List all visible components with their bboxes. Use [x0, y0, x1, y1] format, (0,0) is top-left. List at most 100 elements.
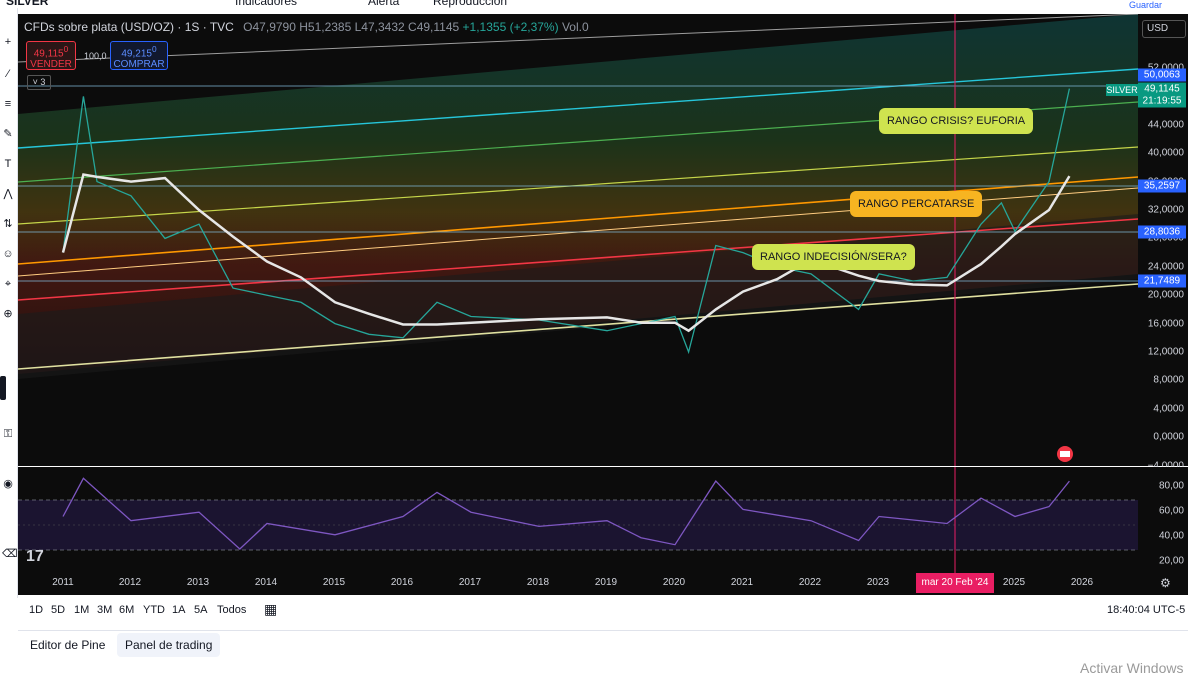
alert-button[interactable]: Alerta — [368, 0, 400, 8]
year-tick: 2016 — [390, 577, 414, 588]
price-label-countdown: 21:19:55 — [1138, 94, 1186, 108]
text-icon[interactable]: T — [4, 158, 12, 170]
range-ytd[interactable]: YTD — [143, 604, 165, 616]
rsi-scale[interactable]: 80,00 60,00 40,00 20,00 — [1138, 467, 1188, 573]
price-tick: 16,0000 — [1147, 318, 1184, 330]
spread-value: 100,0 — [84, 51, 107, 61]
year-tick: 2011 — [52, 577, 74, 588]
year-tick: 2020 — [662, 577, 686, 588]
price-label-35: 35,2597 — [1138, 179, 1186, 193]
price-tick: 20,0000 — [1147, 289, 1184, 301]
year-tick: 2025 — [1002, 577, 1026, 588]
currency-value: USD — [1147, 23, 1169, 34]
lock-icon[interactable]: ⚿ — [3, 428, 13, 440]
price-label-last: 49,1145 — [1138, 82, 1186, 96]
price-chart-svg — [18, 14, 1138, 466]
fib-icon[interactable]: ≡ — [4, 98, 12, 110]
price-tick: 12,0000 — [1147, 346, 1184, 358]
price-tick: 24,0000 — [1147, 261, 1184, 273]
drawing-toolbar: + ⁄ ≡ ✎ T ⋀ ⇅ ☺ ⌖ ⊕ ⚿ ◉ ⌫ — [0, 8, 18, 598]
sell-button[interactable]: 49,1150 VENDER — [26, 41, 76, 70]
price-scale[interactable]: USD 52,000048,000044,000040,000036,00003… — [1138, 14, 1188, 471]
range-1d[interactable]: 1D — [29, 604, 44, 616]
sell-label: VENDER — [30, 59, 72, 71]
year-tick: 2021 — [730, 577, 754, 588]
range-1m[interactable]: 1M — [74, 604, 90, 616]
year-tick: 2026 — [1070, 577, 1094, 588]
bottom-panel-tabs: Editor de Pine Panel de trading — [18, 630, 1188, 659]
tab-trading-panel[interactable]: Panel de trading — [117, 633, 221, 657]
zoom-icon[interactable]: ⊕ — [3, 308, 13, 320]
save-button[interactable]: Guardar — [1129, 0, 1163, 10]
crosshair-time-label: mar 20 Feb '24 — [916, 573, 994, 593]
symbol-search-button[interactable]: SILVER — [6, 0, 49, 8]
brush-icon[interactable]: ✎ — [3, 128, 13, 140]
eye-icon[interactable]: ◉ — [3, 478, 13, 490]
annotation-percatarse[interactable]: RANGO PERCATARSE — [850, 191, 983, 217]
range-todos[interactable]: Todos — [217, 604, 247, 616]
forecast-icon[interactable]: ⇅ — [3, 218, 13, 230]
trash-icon[interactable]: ⌫ — [2, 548, 18, 560]
ruler-icon[interactable]: ⌖ — [4, 278, 12, 290]
year-tick: 2018 — [526, 577, 550, 588]
sell-price-sup: 0 — [63, 44, 69, 54]
price-series-line — [62, 88, 1071, 355]
rsi-tick: 20,00 — [1158, 555, 1184, 567]
rsi-svg: 17 — [18, 467, 1138, 573]
rsi-pane[interactable]: 17 — [18, 467, 1138, 573]
range-bar: 1D 5D 1M 3M 6M YTD 1A 5A Todos ▦ 18:40:0… — [18, 598, 1188, 622]
legend-low: L47,3432 — [354, 20, 405, 34]
channel-line-red — [18, 218, 1138, 301]
tradingview-logo: 17 — [26, 548, 44, 565]
moving-average-line — [61, 173, 1071, 333]
buy-price: 49,215 — [121, 48, 152, 60]
tab-pine-editor[interactable]: Editor de Pine — [30, 638, 106, 652]
year-tick: 2019 — [594, 577, 618, 588]
chevron-down-icon: ˅ — [32, 77, 41, 87]
windows-watermark: Activar Windows — [1080, 660, 1184, 676]
currency-select[interactable]: USD — [1142, 20, 1186, 38]
settings-gear-icon[interactable]: ⚙ — [1160, 576, 1171, 590]
range-3m[interactable]: 3M — [97, 604, 113, 616]
time-axis[interactable]: 2011 2012 2013 2014 2015 2016 2017 2018 2019 2020… — [18, 573, 1188, 595]
clock-display[interactable]: 18:40:04 UTC-5 — [1107, 604, 1186, 616]
pattern-icon[interactable]: ⋀ — [3, 188, 13, 200]
year-tick: 2012 — [118, 577, 142, 588]
legend-change: +1,1355 (+2,37%) — [462, 20, 559, 34]
icon-tool-icon[interactable]: ☺ — [2, 248, 14, 260]
range-5a[interactable]: 5A — [194, 604, 208, 616]
rsi-tick: 40,00 — [1158, 530, 1184, 542]
price-tick: 0,0000 — [1153, 431, 1184, 443]
trend-line-icon[interactable]: ⁄ — [7, 68, 9, 80]
quantity-stepper[interactable]: ˅ 3 — [27, 75, 51, 90]
price-chart[interactable]: CFDs sobre plata (USD/OZ) · 1S · TVC O47… — [18, 14, 1138, 466]
legend-high: H51,2385 — [299, 20, 352, 34]
crosshair-icon[interactable]: + — [4, 36, 12, 48]
magnet-icon[interactable] — [0, 376, 6, 400]
price-tick: 44,0000 — [1147, 119, 1184, 131]
price-label-21: 21,7489 — [1138, 274, 1186, 288]
chart-legend: CFDs sobre plata (USD/OZ) · 1S · TVC O47… — [24, 20, 589, 34]
price-tick: −4,0000 — [1147, 460, 1184, 472]
indicators-button[interactable]: Indicadores — [235, 0, 298, 8]
price-tick: 8,0000 — [1153, 374, 1184, 386]
annotation-indecision[interactable]: RANGO INDECISIÓN/SERA? — [752, 244, 915, 270]
replay-button[interactable]: Reproducción — [433, 0, 508, 8]
range-5d[interactable]: 5D — [51, 604, 66, 616]
buy-button[interactable]: 49,2150 COMPRAR — [110, 41, 168, 70]
range-6m[interactable]: 6M — [119, 604, 135, 616]
calendar-icon[interactable]: ▦ — [264, 601, 278, 617]
rsi-line — [62, 477, 1070, 550]
year-tick: 2013 — [186, 577, 210, 588]
range-1a[interactable]: 1A — [172, 604, 186, 616]
year-tick: 2023 — [866, 577, 890, 588]
price-tick: 32,0000 — [1147, 204, 1184, 216]
legend-volume: Vol.0 — [561, 20, 589, 34]
rsi-tick: 80,00 — [1158, 480, 1184, 492]
legend-close: C49,1145 — [408, 20, 460, 34]
annotation-euforia[interactable]: RANGO CRISIS? EUFORIA — [879, 108, 1034, 134]
rsi-tick: 60,00 — [1158, 505, 1184, 517]
legend-title[interactable]: CFDs sobre plata (USD/OZ) · 1S · TVC — [24, 20, 234, 34]
right-sidebar — [1188, 0, 1200, 675]
flag-icon-inner — [1060, 451, 1070, 457]
